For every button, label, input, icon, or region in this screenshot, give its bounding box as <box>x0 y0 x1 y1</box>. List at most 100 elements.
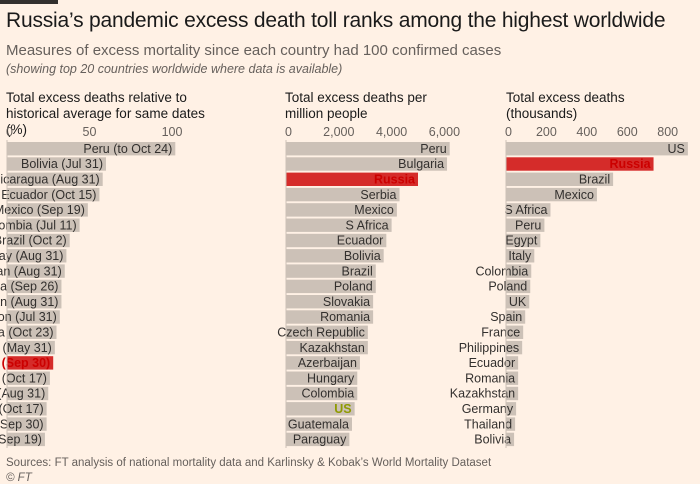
bar-per-million-3 <box>286 187 400 202</box>
bar-thousands-13 <box>506 340 523 355</box>
bar-percent-13 <box>7 340 55 355</box>
bar-thousands-9 <box>506 279 531 294</box>
bar-label-thousands-1: Russia <box>610 157 652 171</box>
bar-percent-18 <box>7 417 47 431</box>
source-note: Sources: FT analysis of national mortali… <box>6 457 492 469</box>
bar-label-thousands-8: Colombia <box>475 264 528 278</box>
bar-thousands-12 <box>506 325 524 339</box>
bar-label-thousands-19: Bolivia <box>474 433 511 447</box>
bar-per-million-8 <box>286 264 376 278</box>
bar-thousands-5 <box>506 218 545 232</box>
bar-label-per-million-4: Mexico <box>354 203 394 217</box>
panel-title-thousands: Total excess deaths (thousands) <box>506 90 625 121</box>
bar-per-million-0 <box>286 142 450 156</box>
bar-label-percent-9: Guatemala (Sep 26) <box>0 280 58 294</box>
bar-label-per-million-9: Poland <box>334 280 373 294</box>
tick-label-thousands-0: 0 <box>505 125 512 139</box>
bar-label-thousands-14: Ecuador <box>469 356 516 370</box>
bar-thousands-6 <box>506 233 541 248</box>
bar-per-million-7 <box>286 249 384 263</box>
bar-label-per-million-10: Slovakia <box>323 295 370 309</box>
bar-label-thousands-5: Peru <box>515 218 541 232</box>
bar-percent-16 <box>7 386 49 401</box>
bar-label-thousands-17: Germany <box>462 402 514 416</box>
bar-per-million-6 <box>286 233 387 248</box>
bar-thousands-2 <box>506 172 614 186</box>
bar-thousands-1 <box>506 157 654 171</box>
page-subtitle: Measures of excess mortality since each … <box>6 42 502 59</box>
bar-thousands-0 <box>506 142 688 156</box>
bar-percent-6 <box>7 233 70 248</box>
bar-percent-12 <box>7 325 57 339</box>
bar-per-million-1 <box>286 157 448 171</box>
bar-percent-17 <box>7 402 47 416</box>
bar-percent-0 <box>7 142 176 156</box>
bar-label-per-million-17: US <box>334 402 351 416</box>
bar-label-per-million-3: Serbia <box>360 188 396 202</box>
bar-label-thousands-9: Poland <box>488 280 527 294</box>
bar-label-per-million-0: Peru <box>420 142 446 156</box>
bar-label-per-million-7: Bolivia <box>344 249 381 263</box>
bar-thousands-15 <box>506 371 519 385</box>
bar-per-million-5 <box>286 218 392 232</box>
bar-thousands-16 <box>506 386 519 401</box>
bar-label-percent-18: Serbia (Sep 30) <box>0 417 44 431</box>
bar-percent-14 <box>7 356 54 370</box>
bar-label-thousands-2: Brazil <box>579 173 610 187</box>
bar-label-percent-19: Slovakia (Sep 19) <box>0 433 42 447</box>
bar-label-per-million-15: Hungary <box>307 371 355 385</box>
ft-credit: © FT <box>6 472 32 484</box>
bar-label-percent-1: Bolivia (Jul 31) <box>21 157 103 171</box>
bar-label-thousands-10: UK <box>509 295 527 309</box>
bar-per-million-11 <box>286 310 374 324</box>
bar-label-thousands-3: Mexico <box>554 188 594 202</box>
bar-label-percent-11: Lebanon (Jul 31) <box>0 310 57 324</box>
bar-label-percent-14: Russia (Sep 30) <box>0 356 50 370</box>
tick-label-thousands-3: 600 <box>617 125 638 139</box>
bar-label-percent-13: Egypt (May 31) <box>0 341 52 355</box>
bar-label-percent-15: Bulgaria (Oct 17) <box>0 371 47 385</box>
bar-label-percent-4: Mexico (Sep 19) <box>0 203 85 217</box>
tick-label-thousands-2: 400 <box>576 125 597 139</box>
bar-percent-2 <box>7 172 103 186</box>
bar-percent-4 <box>7 203 88 217</box>
bar-label-percent-17: Chile (Oct 17) <box>0 402 44 416</box>
bar-label-percent-2: Nicaragua (Aug 31) <box>0 173 100 187</box>
bar-per-million-12 <box>286 325 368 339</box>
bar-label-percent-16: Kyrgyzstan (Aug 31) <box>0 387 45 401</box>
bar-label-thousands-4: S Africa <box>504 203 547 217</box>
bar-label-per-million-5: S Africa <box>346 218 389 232</box>
bar-percent-5 <box>7 218 80 232</box>
bar-label-per-million-1: Bulgaria <box>398 157 444 171</box>
bar-thousands-18 <box>506 417 516 431</box>
bar-label-thousands-7: Italy <box>508 249 532 263</box>
panel-title-per-million: Total excess deaths per million people <box>285 90 427 121</box>
bar-label-thousands-0: US <box>668 142 685 156</box>
bar-percent-3 <box>7 187 100 202</box>
panel-title-percent: Total excess deaths relative to historic… <box>6 90 205 137</box>
bar-percent-7 <box>7 249 67 263</box>
bar-thousands-8 <box>506 264 532 278</box>
bar-label-thousands-16: Kazakhstan <box>450 387 515 401</box>
bar-label-thousands-18: Thailand <box>464 417 512 431</box>
bar-thousands-4 <box>506 203 551 217</box>
bar-thousands-17 <box>506 402 517 416</box>
bar-label-percent-7: Paraguay (Aug 31) <box>0 249 63 263</box>
bar-label-per-million-16: Colombia <box>301 387 354 401</box>
bar-label-thousands-15: Romania <box>465 371 515 385</box>
bar-per-million-14 <box>286 356 360 370</box>
bar-label-thousands-12: France <box>481 326 520 340</box>
bar-percent-10 <box>7 295 62 309</box>
bar-percent-19 <box>7 432 45 447</box>
page-title: Russia’s pandemic excess death toll rank… <box>6 9 666 32</box>
bar-label-percent-10: Kazakhstan (Aug 31) <box>0 295 58 309</box>
bar-per-million-9 <box>286 279 376 294</box>
bar-label-percent-3: Ecuador (Oct 15) <box>1 188 96 202</box>
tick-label-per-million-2: 4,000 <box>376 125 407 139</box>
bar-percent-1 <box>7 157 106 171</box>
tick-label-thousands-1: 200 <box>536 125 557 139</box>
bar-per-million-2 <box>286 172 418 186</box>
bar-label-percent-8: Azerbaijan (Aug 31) <box>0 264 62 278</box>
bar-label-per-million-8: Brazil <box>341 264 372 278</box>
